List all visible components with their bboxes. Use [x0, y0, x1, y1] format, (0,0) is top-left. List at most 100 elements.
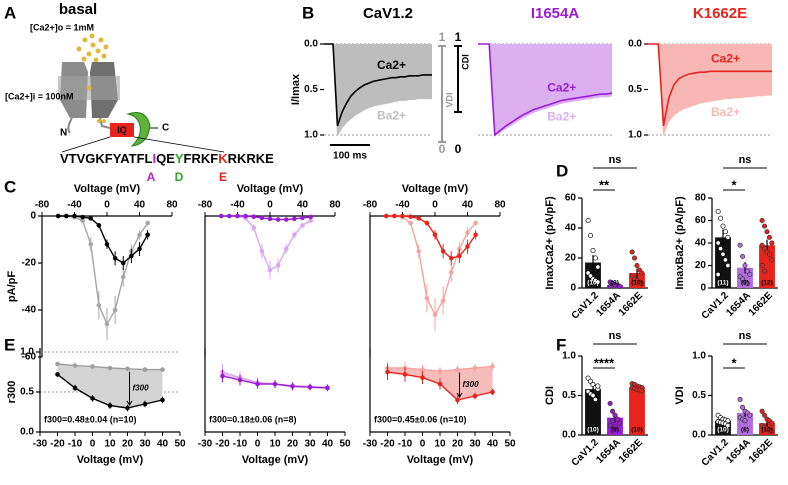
- chart-title: CaV1.2: [363, 5, 413, 22]
- data-point: [740, 253, 746, 260]
- sequence: VTVGKFYATFLIQEYFRKFKRKRKE: [60, 151, 274, 166]
- x-tick-label: -30: [198, 439, 213, 450]
- n-label: (12): [761, 280, 773, 287]
- x-tick-label: -30: [33, 439, 48, 450]
- n-label: (10): [717, 427, 729, 434]
- trace: [478, 43, 613, 137]
- point: [457, 253, 462, 259]
- point: [432, 232, 438, 238]
- data-point: [762, 246, 768, 252]
- x-tick-label: -40: [230, 200, 245, 211]
- ion: [102, 119, 106, 123]
- y-axis-label: CDI: [544, 386, 556, 405]
- point: [145, 220, 150, 226]
- x-tick-label: 10: [104, 439, 116, 450]
- x-tick-label: -80: [198, 200, 213, 211]
- point: [90, 364, 95, 369]
- y-tick-label: -60: [22, 352, 37, 363]
- point: [473, 232, 478, 238]
- point: [440, 248, 446, 254]
- panel-label: C: [4, 177, 16, 196]
- point: [107, 365, 113, 371]
- point: [472, 393, 478, 399]
- data-point: [590, 392, 596, 399]
- point: [72, 213, 77, 219]
- data-point: [759, 242, 765, 248]
- cdi-bottom: 0: [455, 142, 462, 156]
- data-point: [720, 251, 726, 257]
- y-tick-label: 1.0: [692, 351, 706, 362]
- panel-label: E: [4, 335, 15, 354]
- seq-part: RKRKE: [228, 151, 275, 166]
- trace-fill: [648, 44, 772, 135]
- series-label: Ba2+: [377, 108, 406, 122]
- y-tick-label: 0: [700, 283, 706, 294]
- f300-arrow: [456, 372, 463, 398]
- data-point: [585, 217, 591, 224]
- point: [420, 367, 425, 372]
- data-point: [725, 422, 731, 429]
- x-tick-label: -80: [363, 200, 378, 211]
- data-point: [769, 257, 775, 263]
- y-tick-label: 0: [30, 211, 36, 222]
- point: [424, 295, 430, 301]
- data-point: [759, 217, 765, 224]
- data-point: [617, 420, 623, 426]
- data-point: [639, 270, 645, 276]
- point: [112, 307, 118, 313]
- series-line: [386, 215, 477, 317]
- point: [290, 384, 295, 389]
- data-point: [595, 279, 601, 285]
- point: [455, 367, 460, 372]
- iq-domain: [110, 123, 134, 137]
- point: [283, 246, 289, 252]
- x-tick-label: 80: [329, 200, 341, 211]
- y-tick-label: 0: [570, 283, 576, 294]
- x-tick-label: -20: [215, 439, 230, 450]
- n-label: (8): [611, 280, 619, 287]
- vdi-label: VDI: [444, 92, 454, 107]
- n-term: N: [60, 128, 67, 139]
- f300-annotation: f300=0.48±0.04 (n=10): [44, 414, 137, 424]
- point: [416, 248, 422, 254]
- y-tick-label: 0.5: [20, 387, 34, 398]
- point: [80, 218, 85, 223]
- data-point: [612, 282, 618, 288]
- point: [90, 396, 95, 401]
- seq-mut: I: [152, 151, 156, 166]
- panel-label: A: [4, 3, 16, 22]
- point: [420, 375, 425, 380]
- point: [432, 312, 438, 318]
- x-tick-label: -80: [35, 200, 50, 211]
- n-label: (10): [587, 427, 599, 434]
- n-label: (10): [587, 280, 599, 287]
- y-tick-label: 0.5: [628, 84, 642, 95]
- x-tick-label: 40: [134, 200, 146, 211]
- point: [308, 214, 313, 220]
- point: [275, 263, 281, 268]
- x-axis-label: Voltage (mV): [402, 183, 469, 195]
- point: [308, 218, 313, 223]
- point: [80, 214, 85, 220]
- point: [55, 361, 60, 367]
- significance-label: ****: [594, 355, 615, 370]
- y-tick-label: 0.5: [692, 390, 706, 401]
- data-point: [747, 271, 753, 278]
- data-point: [742, 262, 748, 269]
- point: [490, 364, 495, 369]
- point: [440, 298, 446, 303]
- data-point: [722, 229, 728, 235]
- point: [465, 244, 470, 249]
- point: [137, 246, 142, 252]
- f300-annotation: f300=0.45±0.06 (n=10): [374, 414, 467, 424]
- point: [408, 220, 413, 226]
- point: [88, 216, 94, 221]
- category-label: 1654A: [724, 290, 753, 319]
- y-tick-label: 80: [695, 193, 707, 204]
- series-line: [221, 215, 311, 272]
- data-point: [590, 247, 596, 254]
- x-tick-label: 10: [269, 439, 281, 450]
- trace: [648, 43, 772, 136]
- data-point: [595, 383, 601, 389]
